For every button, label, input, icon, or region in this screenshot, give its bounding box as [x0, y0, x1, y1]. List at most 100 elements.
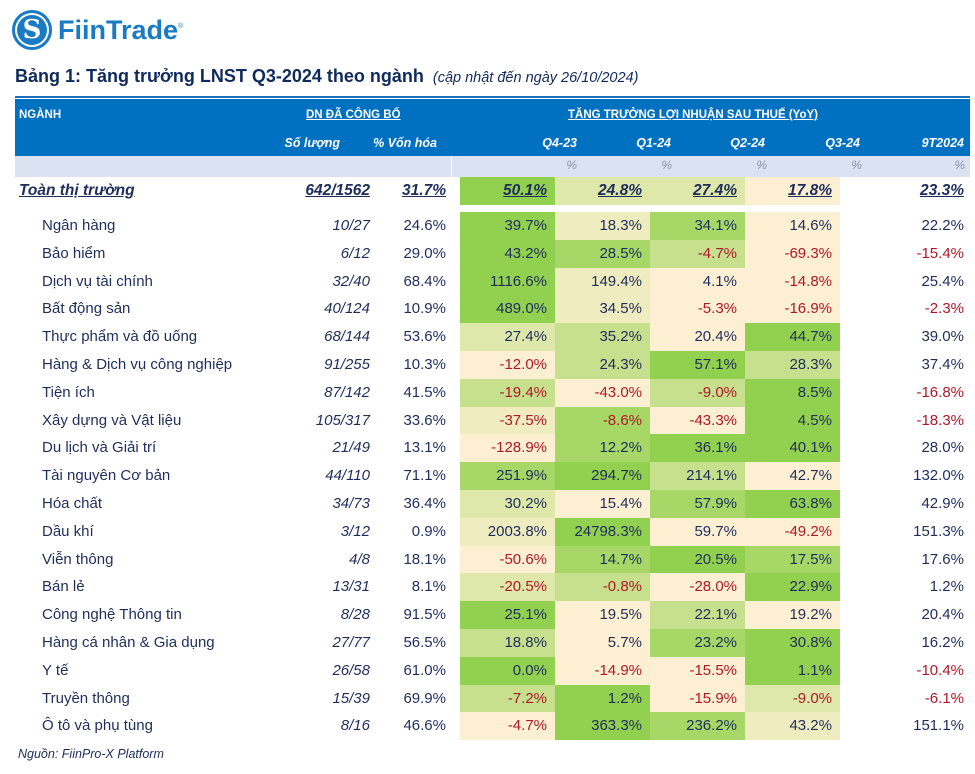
- growth-cell-q2-24: 36.1%: [650, 434, 745, 463]
- unit-label: %: [756, 158, 767, 172]
- growth-cell-q1-24: 149.4%: [555, 267, 650, 296]
- sector-name: Công nghệ Thông tin: [42, 606, 182, 624]
- growth-cell-q2-24: 236.2%: [650, 712, 745, 741]
- table-row: Tài nguyên Cơ bản 44/110 71.1% 251.9% 294.7%…: [15, 462, 970, 491]
- published-count: 15/39: [332, 689, 370, 707]
- unit-label: %: [954, 158, 965, 172]
- table-row: Du lịch và Giải trí 21/49 13.1% -128.9% 12.2…: [15, 434, 970, 463]
- sector-name: Dầu khí: [42, 522, 94, 540]
- growth-cell-q2-24: 57.9%: [650, 490, 745, 518]
- published-count: 87/142: [324, 383, 370, 401]
- market-cap-pct: 56.5%: [403, 634, 446, 651]
- sector-name: Bảo hiểm: [42, 244, 106, 262]
- growth-cell-q1-24: 294.7%: [555, 462, 650, 491]
- growth-cell-q1-24: 1.2%: [555, 684, 650, 713]
- sector-name: Ngân hàng: [42, 217, 116, 234]
- market-cap-pct: 68.4%: [403, 272, 446, 290]
- market-cap-pct: 18.1%: [403, 550, 446, 568]
- table-row: Bất động sản 40/124 10.9% 489.0% 34.5% -5.3% -…: [15, 295, 970, 324]
- growth-cell-q4-23: 43.2%: [460, 239, 555, 268]
- growth-cell-q2-24: 22.1%: [650, 601, 745, 630]
- growth-cell-q2-24: -28.0%: [650, 573, 745, 602]
- table-row: Viễn thông 4/8 18.1% -50.6% 14.7% 20.5% 17.5% 1…: [15, 545, 970, 574]
- growth-cell-q2-24: -43.3%: [650, 406, 745, 435]
- table-row: Xây dựng và Vật liệu 105/317 33.6% -37.5% -8…: [15, 406, 970, 435]
- growth-cell-9t2024: 22.2%: [921, 217, 964, 234]
- growth-cell-q1-24: 24.3%: [555, 351, 650, 379]
- table-row: Truyền thông 15/39 69.9% -7.2% 1.2% -15.9% -9.…: [15, 684, 970, 713]
- growth-cell-q1-24: -0.8%: [555, 573, 650, 602]
- growth-cell-q2-24: -9.0%: [650, 378, 745, 407]
- growth-cell-9t2024: -6.1%: [924, 689, 964, 707]
- published-count: 10/27: [332, 217, 370, 234]
- growth-cell-9t2024: 132.0%: [913, 467, 964, 485]
- growth-cell-q4-23: 0.0%: [460, 656, 555, 685]
- growth-cell-q1-24: -14.9%: [555, 656, 650, 685]
- table-row: Bán lẻ 13/31 8.1% -20.5% -0.8% -28.0% 22.9% 1.2…: [15, 573, 970, 602]
- table-row: Dầu khí 3/12 0.9% 2003.8% 24798.3% 59.7% -49.2…: [15, 517, 970, 546]
- unit-label: %: [851, 158, 862, 172]
- growth-cell-q4-23: 1116.6%: [460, 267, 555, 296]
- published-count: 27/77: [332, 634, 370, 651]
- sector-name: Truyền thông: [42, 689, 130, 707]
- registered-mark: ®: [178, 22, 184, 30]
- growth-cell-q3-24: 17.8%: [745, 177, 840, 205]
- header-published-group: DN ĐÃ CÔNG BỐ: [306, 109, 401, 121]
- growth-cell-9t2024: -18.3%: [916, 411, 964, 429]
- table-title-main: Bảng 1: Tăng trưởng LNST Q3-2024 theo ng…: [15, 66, 424, 86]
- growth-cell-q1-24: 5.7%: [555, 629, 650, 657]
- market-cap-pct: 41.5%: [403, 383, 446, 401]
- growth-cell-q2-24: 57.1%: [650, 351, 745, 379]
- header-period-q4-23: Q4-23: [542, 136, 577, 150]
- published-count: 44/110: [325, 467, 370, 485]
- market-cap-pct: 46.6%: [403, 717, 446, 735]
- table-title: Bảng 1: Tăng trưởng LNST Q3-2024 theo ng…: [15, 66, 638, 87]
- growth-cell-q3-24: 14.6%: [745, 212, 840, 240]
- growth-cell-q3-24: 8.5%: [745, 378, 840, 407]
- unit-separator: [451, 156, 452, 177]
- growth-cell-q3-24: 17.5%: [745, 545, 840, 574]
- unit-label: %: [566, 158, 577, 172]
- growth-cell-9t2024: 17.6%: [921, 550, 964, 568]
- growth-cell-q3-24: 19.2%: [745, 601, 840, 630]
- growth-cell-q4-23: 251.9%: [460, 462, 555, 491]
- table-row: Bảo hiểm 6/12 29.0% 43.2% 28.5% -4.7% -69.3% -1…: [15, 239, 970, 268]
- title-divider: [15, 96, 970, 98]
- published-count: 40/124: [324, 300, 370, 318]
- sector-name: Hàng & Dịch vụ công nghiệp: [42, 356, 233, 373]
- growth-cell-q4-23: 50.1%: [460, 177, 555, 205]
- growth-cell-9t2024: 28.0%: [921, 439, 964, 457]
- published-count: 8/16: [340, 717, 370, 735]
- sector-name: Hóa chất: [42, 495, 103, 512]
- growth-cell-q2-24: 59.7%: [650, 517, 745, 546]
- sector-name: Ô tô và phụ tùng: [42, 717, 153, 735]
- growth-cell-9t2024: 151.1%: [913, 717, 964, 735]
- sector-name: Hàng cá nhân & Gia dụng: [42, 634, 215, 651]
- growth-cell-q2-24: 27.4%: [650, 177, 745, 205]
- published-count: 6/12: [340, 244, 370, 262]
- published-count: 32/40: [332, 272, 370, 290]
- growth-cell-q4-23: 489.0%: [460, 295, 555, 324]
- growth-cell-q1-24: -8.6%: [555, 406, 650, 435]
- growth-cell-q2-24: 34.1%: [650, 212, 745, 240]
- growth-cell-q4-23: -12.0%: [460, 351, 555, 379]
- growth-cell-q3-24: 4.5%: [745, 406, 840, 435]
- growth-cell-q4-23: 25.1%: [460, 601, 555, 630]
- table-row: Thực phẩm và đồ uống 68/144 53.6% 27.4% 35.2…: [15, 323, 970, 352]
- growth-cell-q3-24: 44.7%: [745, 323, 840, 352]
- growth-cell-q3-24: -9.0%: [745, 684, 840, 713]
- sector-name: Bán lẻ: [42, 578, 85, 596]
- market-cap-pct: 53.6%: [403, 328, 446, 346]
- sector-name: Y tế: [42, 661, 69, 679]
- header-count: Số lượng: [284, 136, 340, 150]
- growth-cell-q1-24: 35.2%: [555, 323, 650, 352]
- growth-cell-9t2024: -15.4%: [916, 244, 964, 262]
- growth-cell-q3-24: 30.8%: [745, 629, 840, 657]
- sector-name: Toàn thị trường: [19, 182, 135, 199]
- growth-cell-q1-24: 19.5%: [555, 601, 650, 630]
- growth-cell-q3-24: 63.8%: [745, 490, 840, 518]
- header-period-q3-24: Q3-24: [825, 136, 860, 150]
- table-row: Y tế 26/58 61.0% 0.0% -14.9% -15.5% 1.1% -10.4%: [15, 656, 970, 685]
- growth-cell-q4-23: 30.2%: [460, 490, 555, 518]
- table-row: Dịch vụ tài chính 32/40 68.4% 1116.6% 149.4%…: [15, 267, 970, 296]
